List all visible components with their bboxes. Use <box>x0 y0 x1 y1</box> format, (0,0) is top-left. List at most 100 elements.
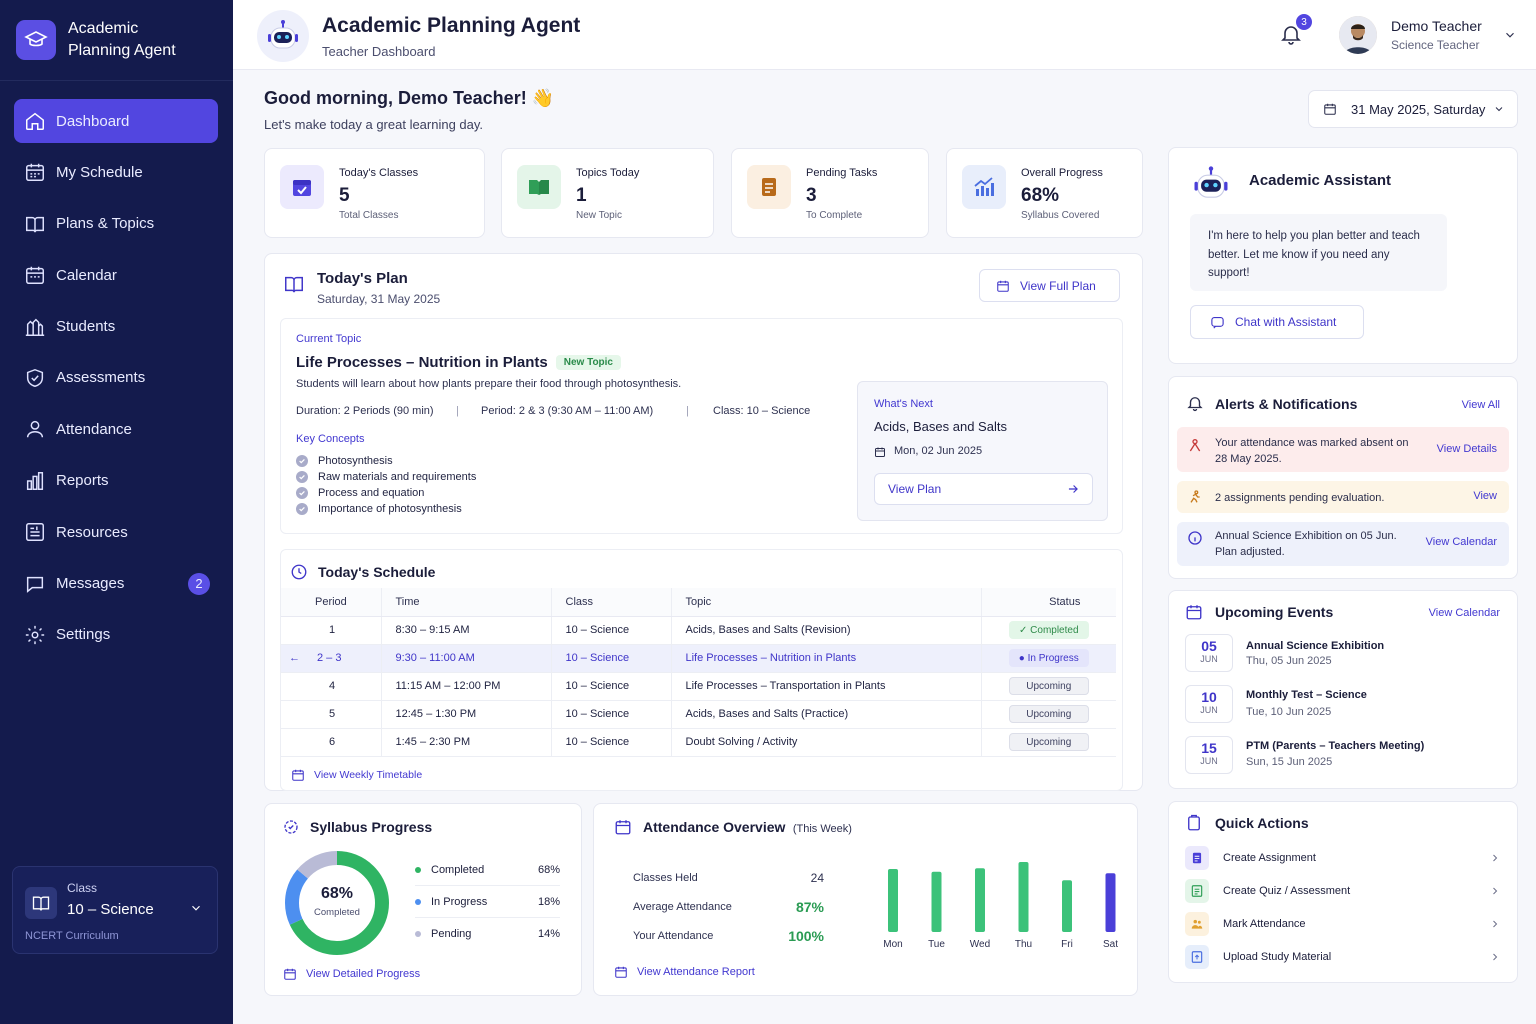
view-full-plan-button[interactable]: View Full Plan <box>979 269 1120 302</box>
concept-label: Process and equation <box>318 487 425 499</box>
action-label: Create Assignment <box>1223 852 1316 864</box>
tick-label-fri: Fri <box>1061 939 1073 950</box>
brand[interactable]: Academic Planning Agent <box>16 18 198 62</box>
section-title: Academic Assistant <box>1249 172 1392 189</box>
calendar-icon <box>615 966 627 978</box>
action-label: Create Quiz / Assessment <box>1223 885 1351 897</box>
view-all-link[interactable]: View All <box>1461 399 1500 411</box>
tick-label-thu: Thu <box>1015 939 1032 950</box>
stat-row: Your Attendance 100% <box>633 921 824 950</box>
cell-status: Upcoming <box>981 700 1116 729</box>
topic-period: Period: 2 & 3 (9:30 AM – 11:00 AM) <box>481 405 654 417</box>
stat-card-topics[interactable]: Topics Today 1 New Topic <box>501 148 714 238</box>
current-topic-title: Life Processes – Nutrition in Plants New … <box>296 354 621 371</box>
alert-item-absence[interactable]: Your attendance was marked absent on 28 … <box>1177 427 1509 472</box>
period-label: 2 – 3 <box>317 652 342 664</box>
attendance-stats: Classes Held 24 Average Attendance 87% Y… <box>633 863 824 950</box>
sidebar-item-calendar[interactable]: Calendar <box>14 253 218 297</box>
create-quiz-button[interactable]: Create Quiz / Assessment <box>1185 877 1501 905</box>
robot-icon <box>1189 162 1233 206</box>
stat-label: Your Attendance <box>633 929 714 942</box>
column-header: Topic <box>671 588 982 617</box>
clipboard-icon <box>747 165 791 209</box>
mark-attendance-button[interactable]: Mark Attendance <box>1185 910 1501 938</box>
upload-study-material-button[interactable]: Upload Study Material <box>1185 943 1501 971</box>
check-icon <box>296 455 308 467</box>
table-row[interactable]: 5 12:45 – 1:30 PM 10 – Science Acids, Ba… <box>281 700 1116 729</box>
section-title: Today's Plan <box>317 270 408 287</box>
legend-value: 18% <box>537 895 560 908</box>
cell-time: 9:30 – 11:00 AM <box>381 644 552 673</box>
topic-name: Life Processes – Nutrition in Plants <box>296 354 548 371</box>
column-header: Status <box>981 588 1116 617</box>
section-title: Upcoming Events <box>1215 604 1334 620</box>
date-picker[interactable]: 31 May 2025, Saturday <box>1308 90 1518 128</box>
chat-icon <box>1211 316 1224 329</box>
sidebar-item-reports[interactable]: Reports <box>14 459 218 503</box>
avatar[interactable] <box>1339 16 1377 54</box>
sidebar-item-attendance[interactable]: Attendance <box>14 407 218 451</box>
cell-class: 10 – Science <box>551 644 672 673</box>
table-row[interactable]: 1 8:30 – 9:15 AM 10 – Science Acids, Bas… <box>281 616 1116 645</box>
calendar-icon <box>997 280 1009 292</box>
sidebar-item-messages[interactable]: Messages 2 <box>14 562 218 606</box>
bell-icon <box>1187 397 1203 412</box>
alert-link[interactable]: View <box>1473 490 1497 502</box>
sidebar-item-label: Students <box>56 318 116 336</box>
alert-item-assignments[interactable]: 2 assignments pending evaluation. View <box>1177 481 1509 513</box>
event-month: JUN <box>1200 654 1218 664</box>
view-plan-button[interactable]: View Plan <box>874 473 1093 505</box>
view-weekly-timetable-link[interactable]: View Weekly Timetable <box>291 768 422 782</box>
tick-label-wed: Wed <box>970 939 990 950</box>
button-label: View Full Plan <box>1020 278 1096 293</box>
stat-card-progress[interactable]: Overall Progress 68% Syllabus Covered <box>946 148 1143 238</box>
stat-card-tasks[interactable]: Pending Tasks 3 To Complete <box>731 148 929 238</box>
table-row[interactable]: 4 11:15 AM – 12:00 PM 10 – Science Life … <box>281 672 1116 701</box>
sidebar-item-resources[interactable]: Resources <box>14 510 218 554</box>
event-date-badge: 15 JUN <box>1185 736 1233 774</box>
donut-segment-pending <box>285 851 389 955</box>
sidebar-item-label: Plans & Topics <box>56 215 155 233</box>
cell-topic: Acids, Bases and Salts (Practice) <box>671 700 982 729</box>
cell-class: 10 – Science <box>551 672 672 701</box>
stat-value: 100% <box>788 927 824 944</box>
students-icon <box>25 318 45 336</box>
sidebar-item-students[interactable]: Students <box>14 305 218 349</box>
cell-time: 8:30 – 9:15 AM <box>381 616 552 645</box>
sidebar-item-assessments[interactable]: Assessments <box>14 356 218 400</box>
alert-link[interactable]: View Details <box>1436 443 1497 455</box>
table-header-row: Period Time Class Topic Status <box>281 588 1116 617</box>
view-calendar-link[interactable]: View Calendar <box>1428 607 1500 619</box>
stat-value: 24 <box>810 870 824 885</box>
robot-icon <box>257 10 309 62</box>
class-selector[interactable]: Class 10 – Science NCERT Curriculum <box>12 866 218 954</box>
calendar-check-icon <box>280 165 324 209</box>
sidebar-item-dashboard[interactable]: Dashboard <box>14 99 218 143</box>
sidebar-item-plans-topics[interactable]: Plans & Topics <box>14 202 218 246</box>
sidebar-item-my-schedule[interactable]: My Schedule <box>14 150 218 194</box>
stat-row: Average Attendance 87% <box>633 892 824 921</box>
tick-label-sat: Sat <box>1103 939 1118 950</box>
stat-card-classes[interactable]: Today's Classes 5 Total Classes <box>264 148 485 238</box>
stat-label: Pending Tasks <box>806 167 878 179</box>
bell-icon[interactable] <box>1279 22 1303 46</box>
event-date: Sun, 15 Jun 2025 <box>1246 756 1333 768</box>
view-attendance-report-link[interactable]: View Attendance Report <box>614 965 755 979</box>
book-icon <box>25 887 57 919</box>
cell-status: ✓ Completed <box>981 616 1116 645</box>
attendance-overview-card: Attendance Overview (This Week) Classes … <box>593 803 1138 996</box>
table-row[interactable]: 6 1:45 – 2:30 PM 10 – Science Doubt Solv… <box>281 728 1116 757</box>
create-assignment-button[interactable]: Create Assignment <box>1185 844 1501 872</box>
sidebar-item-settings[interactable]: Settings <box>14 613 218 657</box>
chevron-right-icon <box>1493 887 1498 895</box>
view-detailed-progress-link[interactable]: View Detailed Progress <box>283 967 420 981</box>
chevron-down-icon[interactable] <box>1503 28 1517 42</box>
section-title: Quick Actions <box>1215 815 1309 831</box>
arrow-right-icon <box>1068 485 1078 493</box>
alert-item-exhibition[interactable]: Annual Science Exhibition on 05 Jun. Pla… <box>1177 522 1509 566</box>
gear-icon <box>25 625 45 645</box>
table-row[interactable]: ← 2 – 3 9:30 – 11:00 AM 10 – Science Life… <box>281 644 1116 673</box>
chat-with-assistant-button[interactable]: Chat with Assistant <box>1190 305 1364 339</box>
section-header: Attendance Overview (This Week) <box>643 819 852 837</box>
alert-link[interactable]: View Calendar <box>1425 536 1497 548</box>
